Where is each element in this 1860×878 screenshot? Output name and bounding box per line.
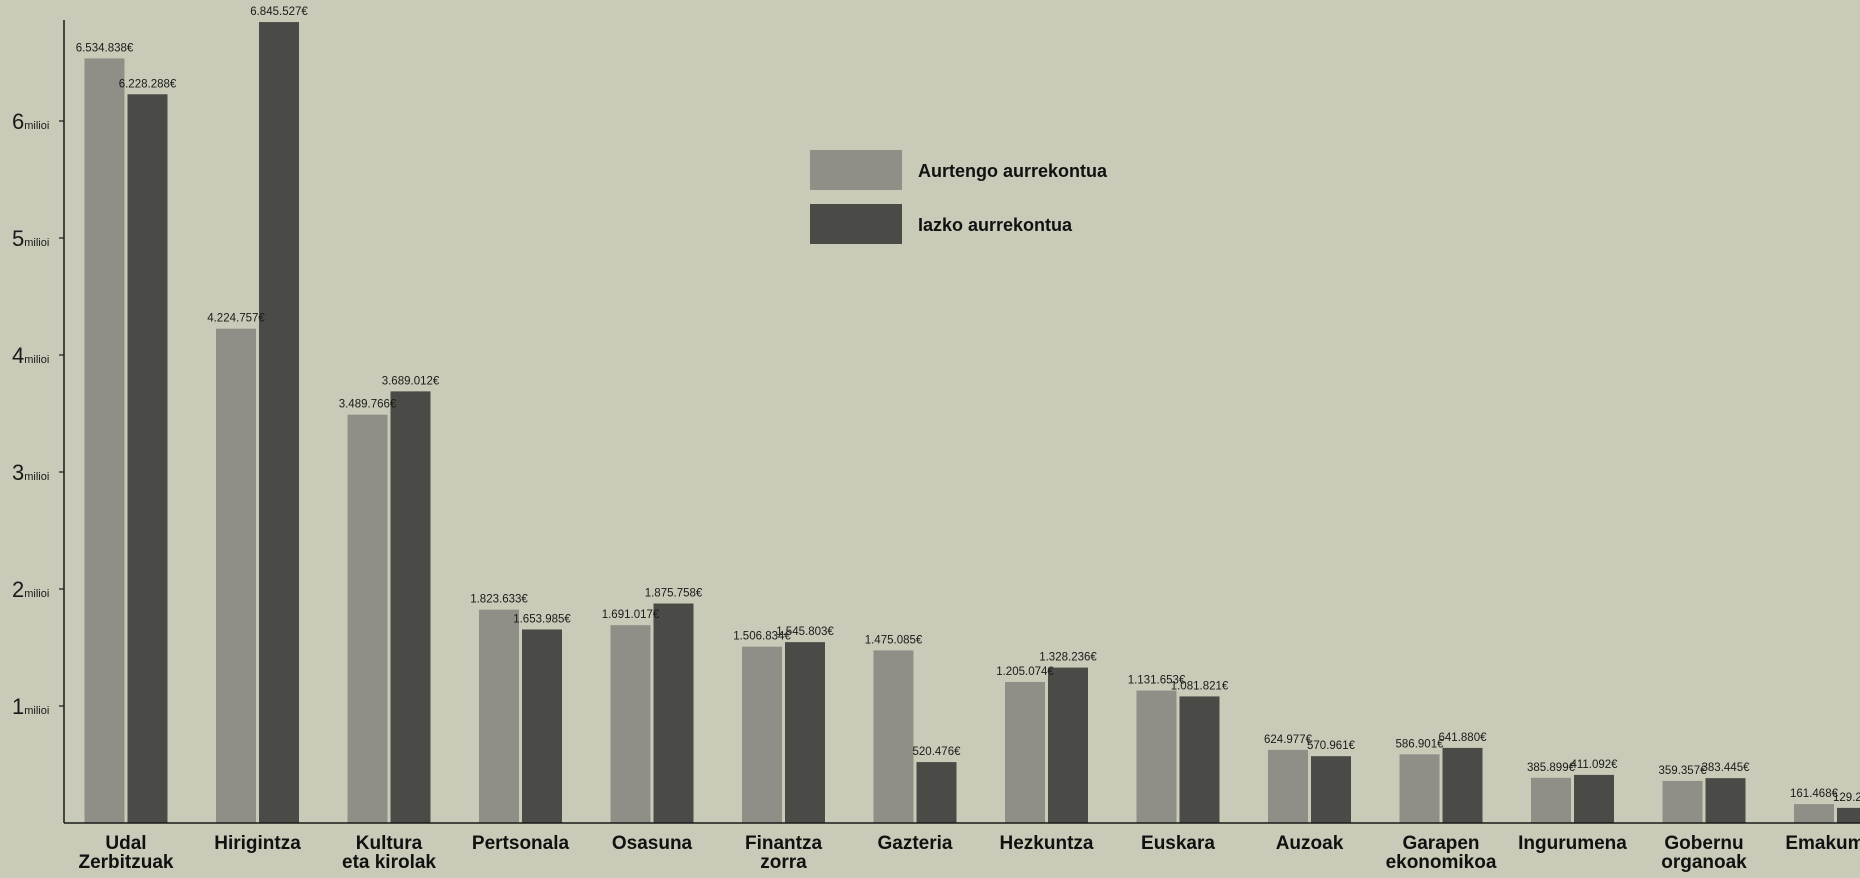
data-label: 6.534.838€ <box>76 42 134 54</box>
y-tick-unit: milioi <box>24 237 49 249</box>
bar-aurtengo <box>1399 754 1440 823</box>
data-label: 1.205.074€ <box>996 666 1054 678</box>
y-tick-unit: milioi <box>24 354 49 366</box>
y-tick-unit: milioi <box>24 588 49 600</box>
bar-aurtengo <box>1531 777 1571 823</box>
bar-aurtengo <box>84 58 125 824</box>
legend-label: Aurtengo aurrekontua <box>918 161 1108 181</box>
bar-aurtengo <box>347 414 388 823</box>
category-label: Pertsonala <box>472 833 570 854</box>
category-label: Hezkuntza <box>1000 833 1094 854</box>
y-tick-unit: milioi <box>24 705 49 717</box>
data-label: 1.545.803€ <box>776 626 834 638</box>
category-label: Ingurumena <box>1518 833 1627 854</box>
bar-iazko <box>1705 778 1746 823</box>
legend-swatch <box>810 204 902 244</box>
data-label: 586.901€ <box>1396 738 1445 750</box>
bar-iazko <box>1837 807 1860 823</box>
y-tick-label: 1milioi <box>12 694 49 719</box>
category-label: Kultura eta kirolak <box>342 833 436 873</box>
category-label: Hirigintza <box>214 833 301 854</box>
category-label: Gobernu organoak <box>1661 833 1747 873</box>
data-label: 570.961€ <box>1307 740 1356 752</box>
bar-aurtengo <box>873 650 914 823</box>
data-label: 161.468€ <box>1790 788 1839 800</box>
bar-aurtengo <box>1794 804 1834 823</box>
category-label: Finantza zorra <box>745 833 822 873</box>
data-label: 1.653.985€ <box>513 613 571 625</box>
data-label: 624.977€ <box>1264 734 1313 746</box>
data-label: 6.845.527€ <box>250 6 308 18</box>
legend: Aurtengo aurrekontua Iazko aurrekontua <box>810 150 1108 244</box>
y-tick-label: 5milioi <box>12 226 49 251</box>
category-label: Garapen ekonomikoa <box>1386 833 1497 873</box>
bar-iazko <box>1311 756 1351 823</box>
bar-iazko <box>522 629 562 823</box>
data-label: 641.880€ <box>1439 732 1488 744</box>
bar-aurtengo <box>1662 780 1703 823</box>
legend-swatch <box>810 150 902 190</box>
bar-aurtengo <box>742 646 782 823</box>
y-tick-label: 3milioi <box>12 460 49 485</box>
data-label: 1.475.085€ <box>865 634 923 646</box>
bar-iazko <box>1179 696 1220 823</box>
data-label: 1.823.633€ <box>470 594 528 606</box>
data-label: 1.506.834€ <box>733 631 791 643</box>
legend-label: Iazko aurrekontua <box>918 215 1073 235</box>
bar-aurtengo <box>610 625 651 823</box>
data-label: 1.691.017€ <box>602 609 660 621</box>
y-tick-unit: milioi <box>24 471 49 483</box>
data-label: 520.476€ <box>913 746 962 758</box>
bar-aurtengo <box>216 328 256 823</box>
data-label: 129.217€ <box>1833 792 1860 804</box>
data-label: 1.328.236€ <box>1039 652 1097 664</box>
bar-aurtengo <box>1136 690 1177 823</box>
bar-iazko <box>916 762 957 823</box>
bar-iazko <box>1048 667 1088 823</box>
labels-group: 6.534.838€ 6.228.288€ Udal Zerbitzuak 4.224.… <box>76 6 1860 873</box>
data-label: 1.081.821€ <box>1171 680 1229 692</box>
y-tick-unit: milioi <box>24 120 49 132</box>
data-label: 385.899€ <box>1527 762 1576 774</box>
data-label: 3.689.012€ <box>382 375 440 387</box>
category-label: Euskara <box>1141 833 1215 854</box>
category-label: Udal Zerbitzuak <box>78 833 173 873</box>
bar-iazko <box>785 642 825 823</box>
bar-aurtengo <box>1268 749 1308 823</box>
data-label: 6.228.288€ <box>119 78 177 90</box>
data-label: 4.224.757€ <box>207 313 265 325</box>
data-label: 1.131.653€ <box>1128 675 1186 687</box>
category-label: Gazteria <box>878 833 953 854</box>
category-label: Auzoak <box>1276 833 1344 854</box>
bar-iazko <box>127 94 168 824</box>
y-tick-label: 4milioi <box>12 343 49 368</box>
category-label: Osasuna <box>612 833 693 854</box>
data-label: 1.875.758€ <box>645 588 703 600</box>
data-label: 359.357€ <box>1659 765 1708 777</box>
bar-aurtengo <box>479 609 519 823</box>
bar-iazko <box>1574 774 1614 823</box>
y-tick-label: 6milioi <box>12 109 49 134</box>
bar-iazko <box>259 22 299 823</box>
bar-iazko <box>653 603 694 823</box>
axes-group: 1milioi 2milioi 3milioi 4milioi 5milioi 6mili… <box>12 20 1860 824</box>
bar-iazko <box>390 391 431 823</box>
bar-aurtengo <box>1005 682 1045 823</box>
bars-group <box>84 22 1860 824</box>
data-label: 383.445€ <box>1702 762 1751 774</box>
bar-iazko <box>1442 747 1483 823</box>
y-tick-label: 2milioi <box>12 577 49 602</box>
category-label: Emakumea <box>1785 833 1860 854</box>
data-label: 411.092€ <box>1570 759 1618 771</box>
data-label: 3.489.766€ <box>339 399 397 411</box>
